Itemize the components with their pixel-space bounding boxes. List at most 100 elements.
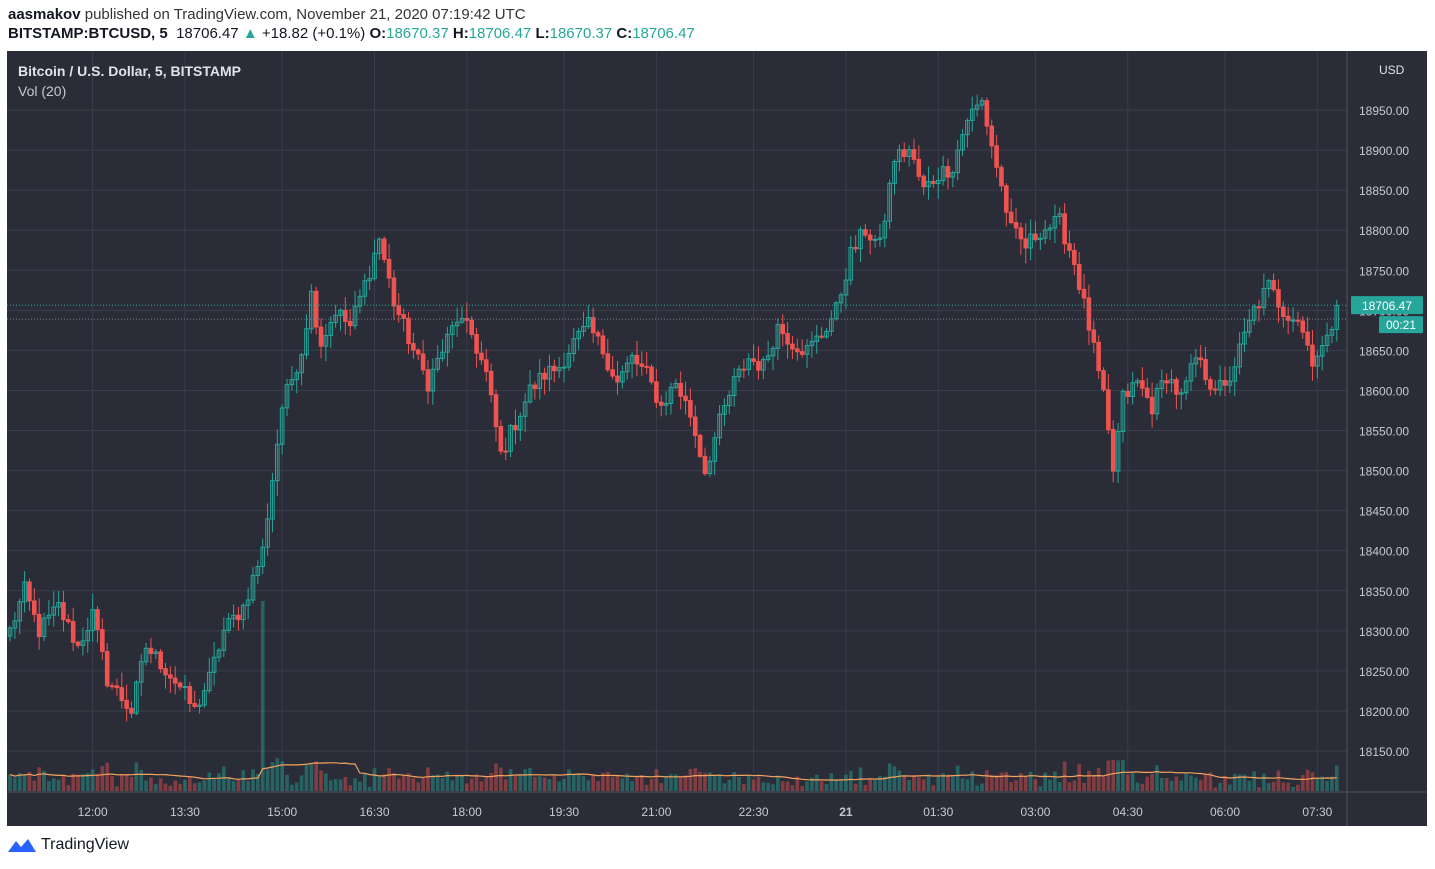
volume-bar	[683, 775, 688, 791]
volume-bar	[1028, 771, 1033, 791]
volume-bar	[144, 780, 148, 791]
candle-down	[163, 668, 168, 676]
volume-bar	[474, 774, 479, 791]
candle-down	[386, 258, 392, 279]
candle-up	[629, 354, 635, 364]
candle-up	[561, 366, 567, 369]
candle-down	[853, 246, 858, 250]
candle-down	[1208, 379, 1213, 390]
volume-bar	[824, 783, 829, 791]
candle-up	[1052, 215, 1058, 229]
volume-bar	[1213, 787, 1218, 791]
candle-up	[449, 325, 455, 335]
candle-up	[1188, 363, 1194, 382]
candle-down	[1076, 263, 1082, 290]
volume-bar	[994, 775, 999, 791]
volume-bar	[440, 778, 445, 791]
volume-bar	[912, 775, 916, 791]
candle-down	[795, 348, 800, 353]
tradingview-logo[interactable]: TradingView	[7, 836, 129, 854]
candle-down	[119, 687, 125, 701]
candle-up	[1115, 431, 1121, 472]
volume-bar	[688, 769, 693, 791]
price-tick-label: 18150.00	[1359, 745, 1409, 759]
candle-down	[172, 677, 178, 684]
candle-up	[90, 609, 95, 632]
volume-bar	[95, 773, 100, 791]
candle-up	[134, 681, 139, 714]
volume-bar	[1004, 772, 1009, 791]
candle-up	[1193, 357, 1199, 365]
candle-down	[109, 685, 115, 688]
low-label: L:	[535, 25, 550, 42]
candle-down	[318, 326, 324, 347]
volume-bar	[134, 762, 139, 791]
volume-bar	[1169, 780, 1174, 791]
candle-up	[858, 229, 863, 250]
candle-down	[498, 426, 504, 452]
volume-bar	[1305, 769, 1310, 791]
candle-up	[1038, 237, 1043, 241]
candle-up	[245, 599, 251, 606]
volume-bar	[392, 773, 396, 791]
volume-bar	[1208, 772, 1213, 791]
candle-down	[867, 234, 873, 241]
volume-bar	[1096, 767, 1101, 791]
candle-up	[1183, 380, 1189, 394]
candle-up	[872, 238, 878, 241]
candle-up	[221, 629, 227, 651]
candle-down	[192, 702, 197, 707]
volume-bar	[217, 773, 221, 791]
candle-up	[950, 172, 956, 178]
volume-bar	[1155, 765, 1159, 791]
candle-up	[809, 340, 815, 347]
volume-bar	[460, 775, 464, 791]
candle-up	[56, 602, 61, 608]
candle-down	[785, 333, 790, 345]
author-name[interactable]: aasmakov	[8, 6, 81, 23]
price-tick-label: 18200.00	[1359, 705, 1409, 719]
candle-down	[415, 349, 421, 355]
volume-bar	[1023, 776, 1028, 791]
chart-area[interactable]: 18150.00 18200.00 18250.00 18300.00 18350.00…	[7, 51, 1427, 826]
candle-down	[469, 319, 474, 335]
up-arrow-icon: ▲	[242, 25, 258, 42]
volume-bar	[469, 778, 474, 791]
candle-down	[236, 614, 241, 621]
volume-bar	[61, 776, 66, 791]
volume-bar	[494, 763, 498, 791]
candle-up	[1028, 233, 1033, 249]
ohlc-line: BITSTAMP:BTCUSD, 5 18706.47 ▲ +18.82 (+0…	[8, 25, 695, 42]
volume-bar	[581, 776, 586, 791]
volume-bar	[746, 775, 751, 791]
volume-bar	[615, 775, 620, 791]
volume-bar	[659, 783, 664, 791]
candlestick-chart[interactable]: 18150.00 18200.00 18250.00 18300.00 18350.00…	[7, 51, 1427, 826]
time-tick-label: 01:30	[923, 805, 953, 819]
volume-bar	[921, 779, 926, 791]
volume-bar	[275, 758, 280, 791]
volume-bar	[1276, 770, 1281, 791]
candle-down	[36, 613, 42, 638]
volume-bar	[1130, 773, 1135, 791]
candle-up	[829, 318, 834, 332]
volume-bar	[1087, 770, 1091, 791]
volume-bar	[742, 783, 746, 791]
volume-bar	[348, 785, 352, 791]
countdown-tag-bg	[1379, 316, 1423, 334]
time-tick-label: 03:00	[1020, 805, 1050, 819]
volume-bar	[1101, 775, 1106, 791]
volume-bar	[1082, 782, 1086, 791]
volume-bar	[766, 782, 770, 791]
candle-down	[799, 351, 805, 355]
candle-up	[663, 403, 669, 406]
volume-bar	[518, 775, 523, 791]
volume-bar	[188, 776, 192, 791]
candle-down	[532, 384, 538, 389]
volume-bar	[703, 772, 707, 791]
candle-up	[304, 328, 309, 356]
candle-up	[1266, 280, 1272, 289]
price-change: +18.82 (+0.1%)	[261, 25, 366, 42]
volume-bar	[810, 777, 814, 791]
last-price-tag-bg	[1351, 296, 1423, 315]
